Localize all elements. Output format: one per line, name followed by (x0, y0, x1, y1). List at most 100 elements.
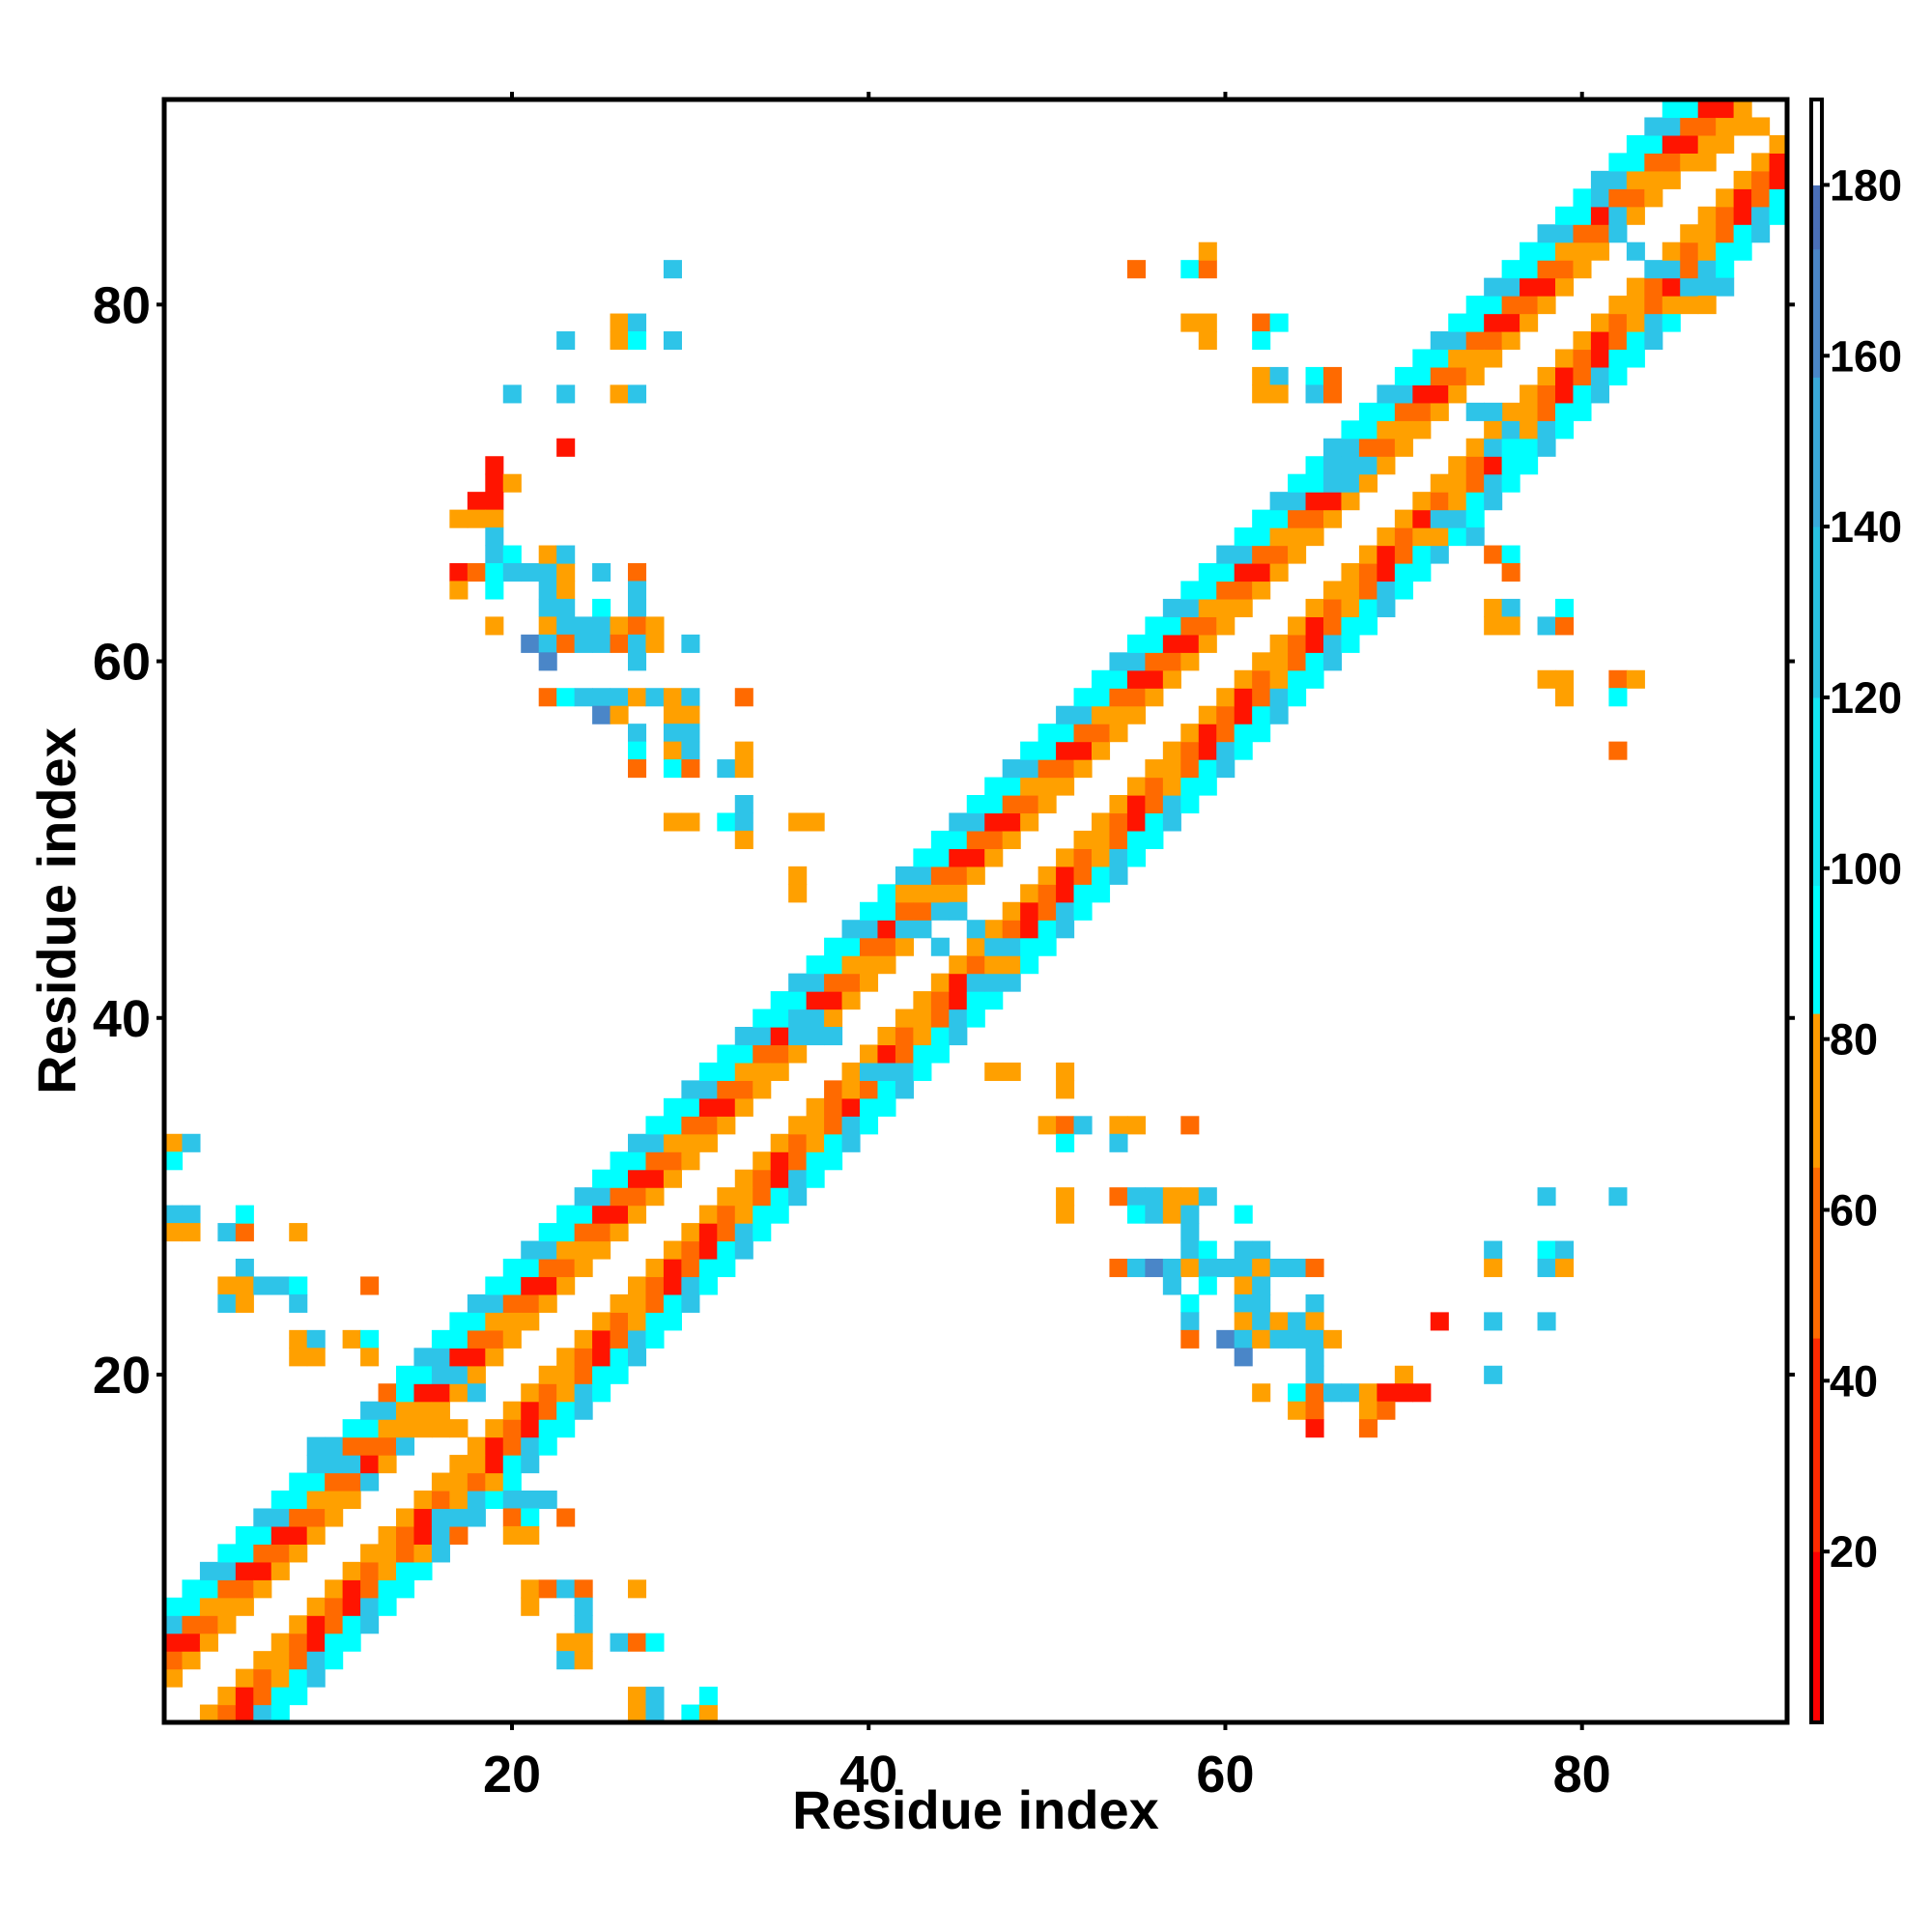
heatmap-cell (502, 1525, 522, 1545)
heatmap-cell (1430, 509, 1449, 528)
colorbar-segment (1811, 583, 1822, 599)
heatmap-cell (1020, 759, 1039, 779)
heatmap-cell (574, 1597, 593, 1616)
colorbar-segment (1811, 683, 1822, 698)
heatmap-cell (1234, 724, 1253, 743)
heatmap-cell (217, 1687, 237, 1706)
heatmap-cell (1484, 277, 1503, 297)
heatmap-cell (628, 688, 647, 707)
heatmap-cell (1305, 1293, 1324, 1313)
heatmap-cell (949, 955, 968, 975)
heatmap-cell (628, 741, 647, 760)
heatmap-cell (1626, 153, 1645, 172)
heatmap-cell (698, 1062, 718, 1081)
heatmap-cell (342, 1579, 361, 1599)
colorbar-segment (1811, 1494, 1822, 1524)
heatmap-cell (753, 1151, 772, 1171)
heatmap-cell (1073, 830, 1093, 849)
heatmap-cell (378, 1419, 397, 1438)
colorbar-segment (1811, 768, 1822, 783)
heatmap-cell (949, 1009, 968, 1028)
heatmap-cell (1573, 384, 1592, 404)
heatmap-cell (1626, 313, 1645, 332)
heatmap-cell (217, 1597, 237, 1616)
heatmap-cell (1180, 1312, 1200, 1331)
heatmap-cell (164, 1597, 184, 1616)
heatmap-cell (1484, 492, 1503, 511)
heatmap-cell (449, 1383, 469, 1403)
heatmap-cell (1394, 527, 1413, 547)
heatmap-cell (824, 1027, 843, 1046)
heatmap-cell (1126, 830, 1146, 849)
heatmap-cell (1109, 1116, 1128, 1135)
heatmap-cell (1662, 134, 1681, 154)
heatmap-cell (1716, 206, 1735, 225)
colorbar-segment (1811, 1102, 1822, 1125)
heatmap-cell (610, 1151, 629, 1171)
heatmap-cell (1056, 777, 1075, 796)
heatmap-cell (1697, 242, 1717, 261)
heatmap-cell (521, 1419, 540, 1438)
colorbar-segment (1811, 753, 1822, 770)
colorbar-segment (1811, 782, 1822, 801)
colorbar-segment (1811, 280, 1822, 293)
colorbar-segment (1811, 99, 1822, 107)
heatmap-cell (1680, 277, 1699, 297)
heatmap-cell (378, 1544, 397, 1563)
heatmap-cell (984, 955, 1004, 975)
heatmap-cell (556, 581, 576, 600)
heatmap-cell (1252, 652, 1271, 671)
heatmap-cell (770, 1133, 789, 1152)
heatmap-cell (1484, 420, 1503, 440)
colorbar-segment (1811, 867, 1822, 886)
heatmap-cell (1537, 384, 1556, 404)
heatmap-cell (770, 1044, 789, 1064)
colorbar-segment (1811, 137, 1822, 145)
heatmap-cell (1056, 1116, 1075, 1135)
heatmap-cell (663, 1312, 682, 1331)
heatmap-cell (342, 1419, 361, 1438)
heatmap-cell (270, 1491, 290, 1510)
heatmap-cell (1520, 313, 1539, 332)
heatmap-cell (253, 1561, 272, 1580)
heatmap-cell (1037, 724, 1057, 743)
heatmap-cell (1590, 242, 1609, 261)
heatmap-cell (521, 1259, 540, 1278)
heatmap-cell (628, 1169, 647, 1188)
heatmap-cell (1751, 206, 1771, 225)
heatmap-cell (431, 1348, 450, 1367)
heatmap-cell (592, 1240, 611, 1260)
heatmap-cell (360, 1544, 380, 1563)
heatmap-cell (164, 1633, 184, 1652)
heatmap-cell (930, 848, 950, 867)
colorbar-segment (1811, 654, 1822, 669)
heatmap-cell (1644, 260, 1663, 279)
heatmap-cell (930, 973, 950, 992)
heatmap-cell (1073, 866, 1093, 885)
heatmap-cell (806, 973, 825, 992)
heatmap-cell (521, 1312, 540, 1331)
colorbar-tick-label: 140 (1830, 502, 1902, 552)
heatmap-cell (1056, 848, 1075, 867)
heatmap-cell (1002, 759, 1021, 779)
heatmap-cell (270, 1687, 290, 1706)
heatmap-cell (235, 1293, 254, 1313)
heatmap-cell (1555, 224, 1575, 243)
heatmap-cell (877, 1062, 896, 1081)
heatmap-cell (628, 1704, 647, 1723)
colorbar-segment (1811, 156, 1822, 164)
heatmap-cell (1341, 1383, 1360, 1403)
heatmap-cell (824, 955, 843, 975)
heatmap-cell (182, 1133, 201, 1152)
heatmap-cell (1269, 313, 1289, 332)
heatmap-cell (1520, 420, 1539, 440)
colorbar-segment (1811, 178, 1822, 180)
heatmap-cell (1234, 1205, 1253, 1224)
heatmap-cell (270, 1508, 290, 1527)
heatmap-cell (1537, 1240, 1556, 1260)
heatmap-cell (753, 1062, 772, 1081)
heatmap-cell (235, 1597, 254, 1616)
heatmap-cell (1269, 563, 1289, 582)
heatmap-cell (556, 1508, 576, 1527)
heatmap-cell (502, 1312, 522, 1331)
